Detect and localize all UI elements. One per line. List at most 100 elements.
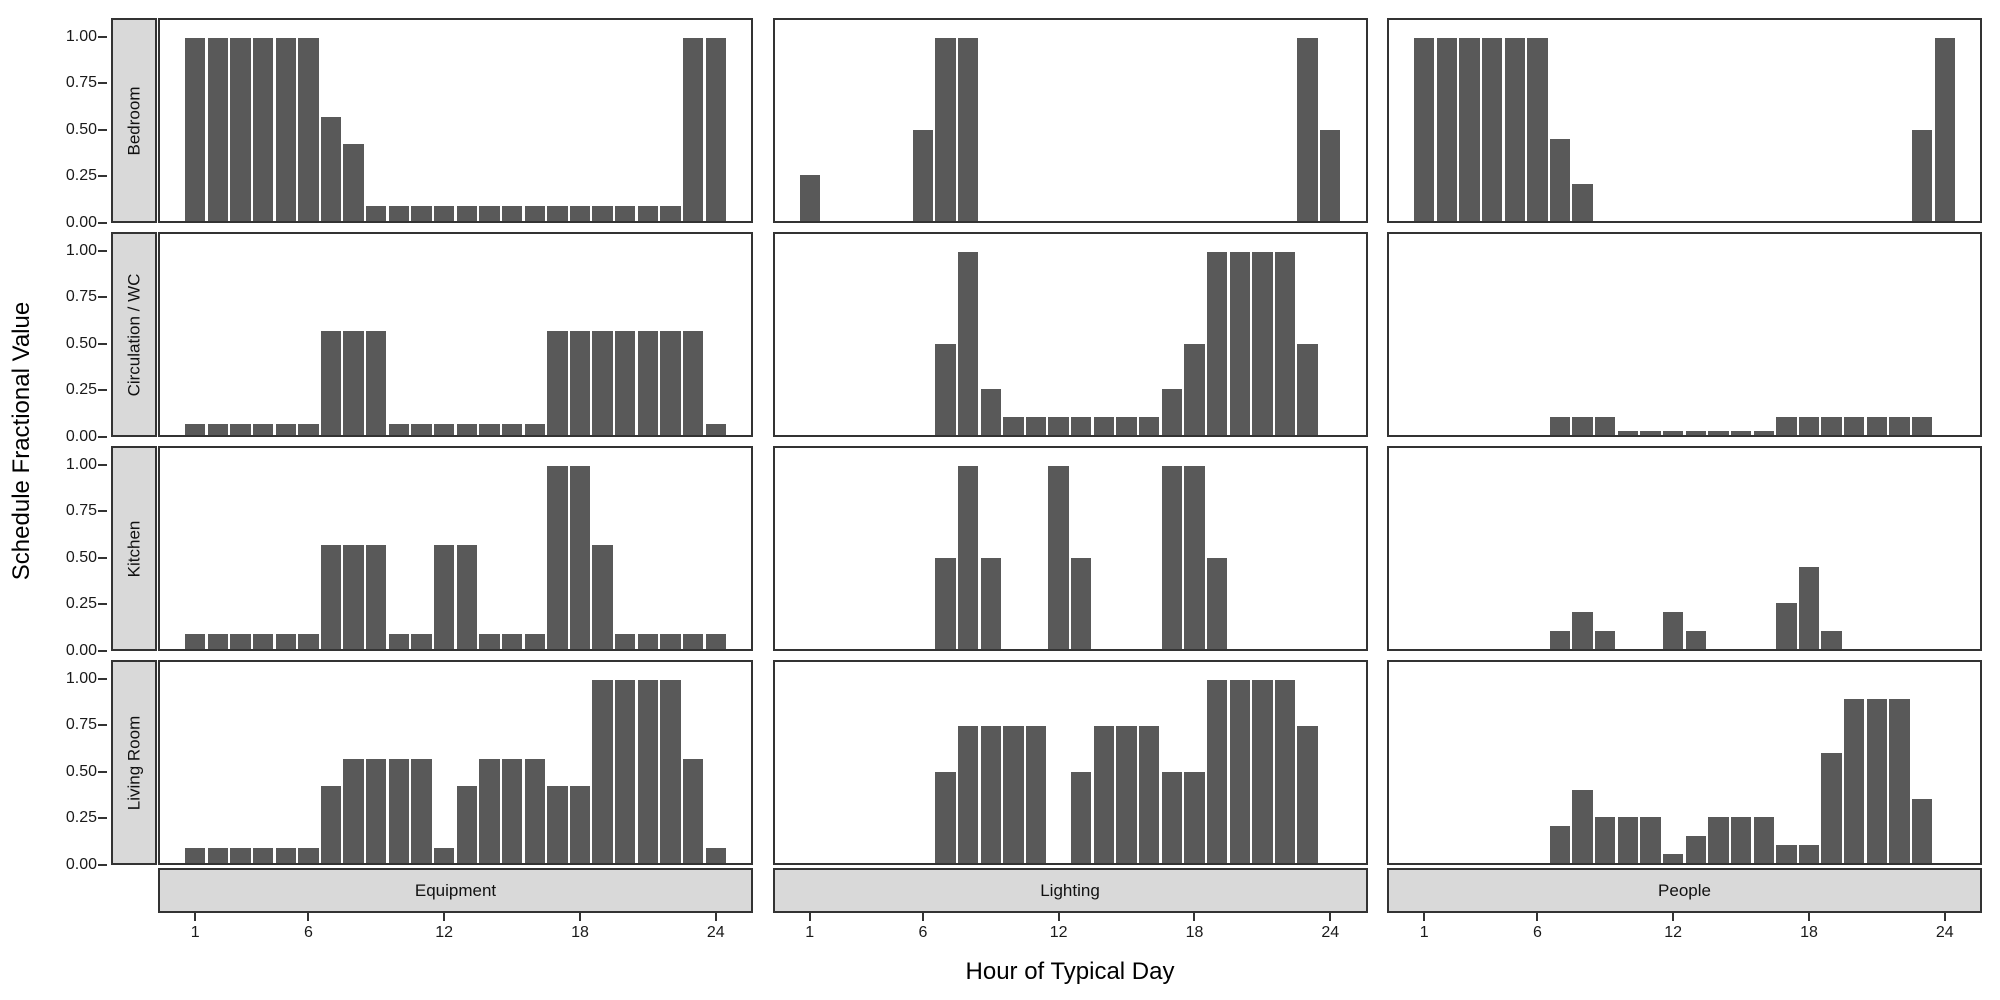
bar	[501, 424, 523, 435]
bar	[1776, 416, 1797, 435]
bar	[637, 330, 659, 435]
bar	[298, 38, 319, 221]
bar	[705, 848, 726, 863]
y-tick-label: 0.25	[65, 381, 97, 399]
y-tick-mark	[98, 175, 107, 178]
bar	[1161, 771, 1183, 863]
bar	[1798, 844, 1820, 863]
y-tick-mark	[98, 724, 107, 727]
bar	[433, 424, 455, 435]
bar	[637, 634, 659, 649]
bar	[1866, 416, 1888, 435]
bar	[1459, 38, 1480, 221]
y-tick-mark	[98, 556, 107, 559]
bar	[569, 466, 591, 649]
bar	[456, 206, 477, 221]
y-tick-label: 0.50	[65, 334, 97, 352]
bar	[366, 206, 387, 221]
bar	[1025, 416, 1047, 435]
y-tick-label: 0.75	[65, 288, 97, 306]
col-facet-label: Lighting	[1040, 880, 1100, 900]
y-tick-mark	[98, 677, 107, 680]
x-tick-mark	[1807, 913, 1810, 921]
x-tick-label: 24	[1321, 924, 1340, 941]
facet-panel	[158, 18, 753, 223]
x-tick-mark	[194, 913, 197, 921]
bar	[1071, 771, 1092, 863]
bar	[1071, 557, 1092, 649]
col-facet-strip: People	[1387, 868, 1982, 913]
bar	[547, 466, 568, 649]
y-tick-label: 0.50	[65, 548, 97, 566]
bar	[1662, 612, 1684, 649]
x-tick-label: 6	[1532, 924, 1542, 941]
row-facet-label: Living Room	[124, 715, 143, 810]
bar	[1730, 817, 1752, 863]
bar	[230, 634, 251, 649]
y-tick-mark	[98, 342, 107, 345]
bar	[682, 38, 704, 221]
bar	[343, 144, 364, 221]
y-tick-label: 1.00	[65, 27, 97, 45]
bar	[252, 634, 274, 649]
y-tick-label: 1.00	[65, 455, 97, 473]
bar	[252, 38, 274, 221]
bar	[1617, 817, 1639, 863]
y-tick-mark	[98, 770, 107, 773]
bar	[660, 206, 681, 221]
row-facet-strip: Bedroom	[111, 18, 157, 223]
bar	[1274, 680, 1296, 863]
x-tick-label: 6	[918, 924, 928, 941]
bar	[1798, 416, 1820, 435]
col-facet-strip: Equipment	[158, 868, 753, 913]
bar	[230, 424, 251, 435]
y-tick-label: 1.00	[65, 669, 97, 687]
y-tick-label: 0.50	[65, 120, 97, 138]
y-tick-mark	[98, 128, 107, 131]
bar	[592, 680, 613, 863]
facet-panel	[1387, 446, 1982, 651]
bar	[957, 725, 979, 863]
bar	[1093, 725, 1115, 863]
bar	[230, 848, 251, 863]
bar	[456, 544, 477, 649]
bar	[1595, 416, 1616, 435]
x-axis-title: Hour of Typical Day	[965, 958, 1175, 985]
bar	[433, 206, 455, 221]
x-tick-label: 1	[805, 924, 815, 941]
bar	[1730, 431, 1752, 435]
x-tick-label: 6	[303, 924, 313, 941]
bar	[207, 38, 229, 221]
bar	[637, 206, 659, 221]
bar	[705, 634, 726, 649]
bar	[298, 634, 319, 649]
bar	[411, 758, 432, 863]
bar	[1206, 557, 1228, 649]
bar	[275, 848, 296, 863]
facet-panel	[1387, 232, 1982, 437]
y-tick-label: 0.00	[65, 642, 97, 659]
bar	[1572, 612, 1593, 649]
bar	[298, 848, 319, 863]
bar	[1595, 630, 1616, 649]
y-tick-label: 0.25	[65, 595, 97, 613]
y-tick-mark	[98, 463, 107, 466]
bar	[1527, 38, 1548, 221]
x-tick-label: 24	[1935, 924, 1954, 941]
bar	[275, 424, 296, 435]
x-tick-mark	[1057, 913, 1060, 921]
x-tick-mark	[1329, 913, 1332, 921]
bar	[185, 38, 206, 221]
bar	[935, 771, 956, 863]
bar	[275, 634, 296, 649]
bar	[705, 424, 726, 435]
bar	[207, 424, 229, 435]
bar	[615, 330, 636, 435]
bar	[366, 544, 387, 649]
bar	[1821, 753, 1842, 863]
bar	[185, 424, 206, 435]
bar	[230, 38, 251, 221]
x-tick-label: 24	[706, 924, 725, 941]
bar	[1161, 389, 1183, 435]
